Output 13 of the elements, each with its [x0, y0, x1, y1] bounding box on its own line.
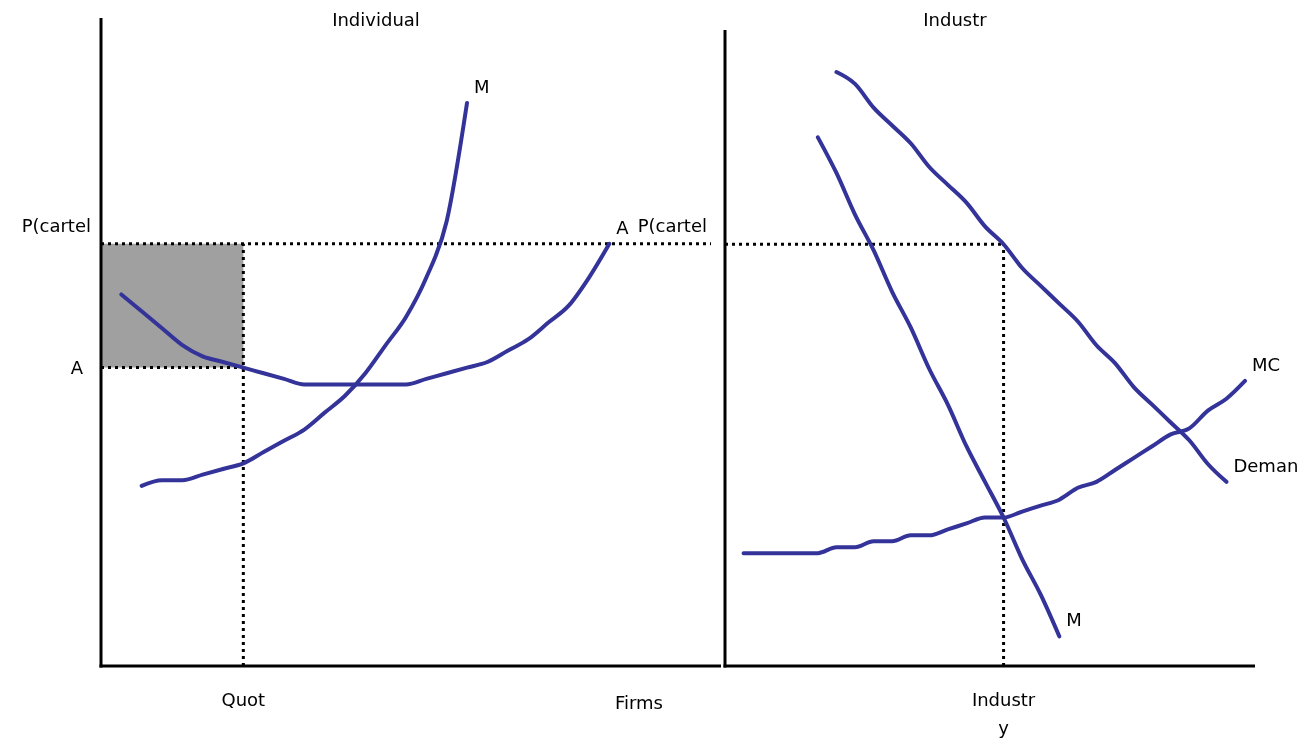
text: Quot — [221, 689, 266, 710]
series-label: M — [1066, 609, 1082, 631]
chart-title: Industr — [923, 9, 988, 30]
series-label: A — [70, 356, 84, 378]
x-axis-title: Firms — [614, 692, 663, 713]
chart-title: Individual — [332, 9, 420, 30]
series-label: A — [616, 216, 630, 238]
series-label: Deman — [1233, 454, 1297, 476]
series-label: P(cartel — [637, 215, 707, 237]
series-label: M — [474, 76, 490, 97]
series-label: MC — [1252, 353, 1281, 375]
text: Industr y — [971, 689, 1036, 738]
ref-line-label: P(cartel — [21, 214, 91, 236]
